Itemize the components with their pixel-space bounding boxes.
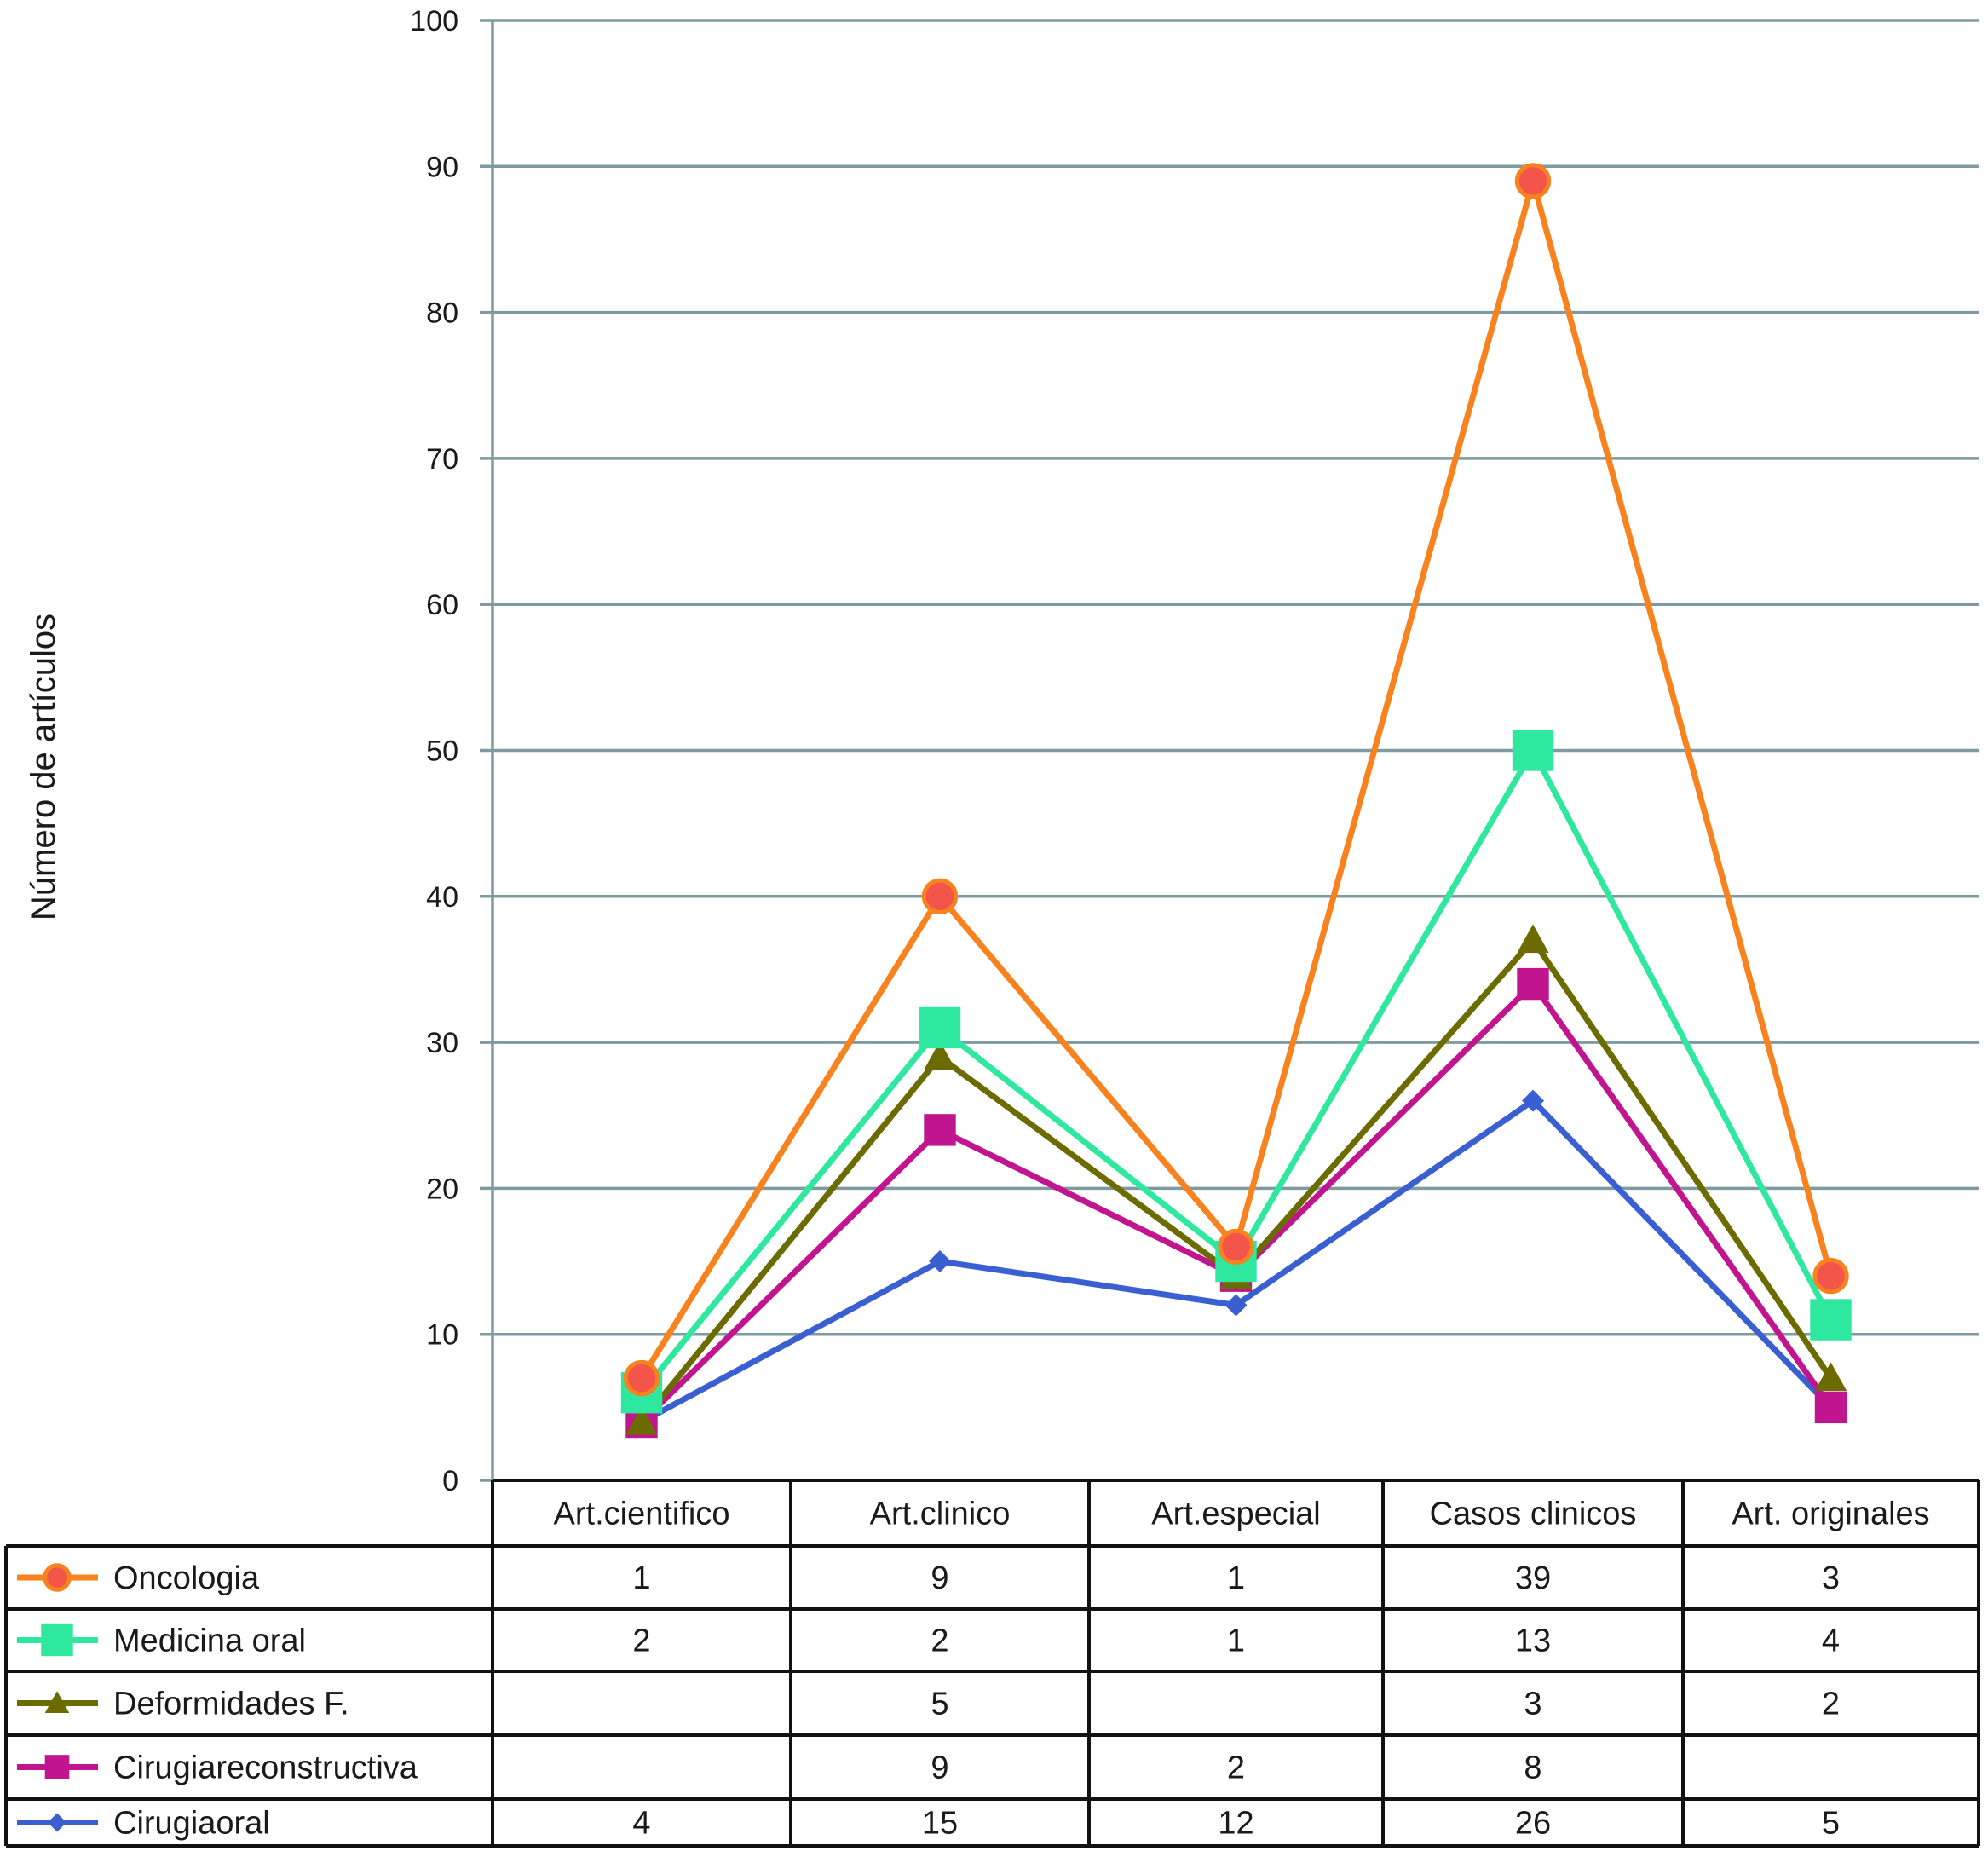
data-point	[623, 1359, 660, 1397]
data-point	[924, 1114, 956, 1146]
data-label: 3	[1524, 1687, 1541, 1722]
legend-entry: Cirugiareconstructiva	[113, 1750, 418, 1786]
y-tick-label: 90	[426, 151, 458, 183]
series-line	[639, 937, 1834, 1424]
data-label: 9	[931, 1750, 948, 1786]
y-axis-ticks: 0 10 20 30 40 50 60 70 80 90 100	[410, 5, 458, 1497]
data-label: 2	[632, 1623, 650, 1659]
legend-entry: Deformidades F.	[113, 1687, 349, 1722]
data-point	[1218, 1228, 1254, 1266]
data-label: 1	[632, 1560, 650, 1596]
category-label: Art.especial	[1151, 1497, 1321, 1532]
data-point	[1810, 1299, 1852, 1341]
legend-entry: Oncologia	[113, 1560, 260, 1596]
y-tick-label: 100	[410, 5, 458, 37]
y-tick-label: 20	[426, 1173, 458, 1205]
data-point	[919, 1006, 961, 1049]
legend-key-marker	[48, 1813, 66, 1832]
y-tick-label: 0	[442, 1465, 458, 1497]
data-label: 26	[1515, 1806, 1551, 1842]
data-label: 5	[931, 1687, 948, 1722]
data-label: 3	[1822, 1560, 1840, 1596]
data-point	[1517, 967, 1549, 1001]
data-label: 4	[1822, 1623, 1840, 1659]
category-label: Casos clinicos	[1430, 1497, 1637, 1532]
y-tick-label: 40	[426, 881, 458, 914]
y-tick-label: 70	[426, 443, 458, 476]
data-label: 9	[931, 1560, 948, 1596]
legend-key-marker	[43, 1563, 72, 1592]
data-label: 1	[1227, 1560, 1245, 1596]
category-label: Art.cientifico	[554, 1497, 730, 1532]
data-point	[1517, 924, 1549, 954]
data-label: 2	[931, 1623, 948, 1659]
data-label: 1	[1227, 1623, 1245, 1659]
data-point	[625, 1405, 658, 1435]
data-label: 12	[1218, 1806, 1253, 1842]
y-tick-label: 80	[426, 297, 458, 330]
data-label: 2	[1822, 1687, 1840, 1722]
data-point	[924, 1041, 956, 1070]
data-table: Art.cientifico Art.clinico Art.especial Cas…	[4, 1479, 1980, 1848]
series-markers	[620, 163, 1852, 1439]
data-point	[1522, 1089, 1544, 1112]
data-point	[1814, 1362, 1847, 1392]
legend-entry: Cirugiaoral	[113, 1806, 270, 1842]
category-label: Art.clinico	[870, 1497, 1011, 1532]
legend-key-marker	[44, 1691, 70, 1713]
data-label: 8	[1524, 1750, 1541, 1786]
y-tick-label: 50	[426, 735, 458, 768]
y-axis-label: Número de artículos	[25, 614, 62, 920]
data-label: 39	[1515, 1560, 1551, 1596]
data-label: 5	[1822, 1806, 1840, 1842]
legend-key-marker	[44, 1755, 70, 1779]
y-tick-label: 30	[426, 1027, 458, 1059]
data-point	[921, 878, 959, 915]
y-tick-label: 60	[426, 589, 458, 621]
data-label: 13	[1515, 1623, 1551, 1659]
y-tick-label: 10	[426, 1319, 458, 1352]
data-point	[1224, 1294, 1248, 1317]
data-label: 2	[1227, 1750, 1245, 1786]
series-line	[639, 177, 1834, 1380]
data-label: 15	[922, 1806, 958, 1842]
data-point	[1814, 1391, 1847, 1424]
data-point	[929, 1250, 951, 1273]
data-point	[1812, 1257, 1849, 1295]
legend-entry: Medicina oral	[113, 1623, 306, 1659]
category-label: Art. originales	[1732, 1497, 1929, 1532]
data-point	[1512, 730, 1554, 771]
data-label: 4	[632, 1806, 650, 1842]
data-point	[1514, 163, 1552, 199]
legend-key-marker	[41, 1623, 73, 1657]
